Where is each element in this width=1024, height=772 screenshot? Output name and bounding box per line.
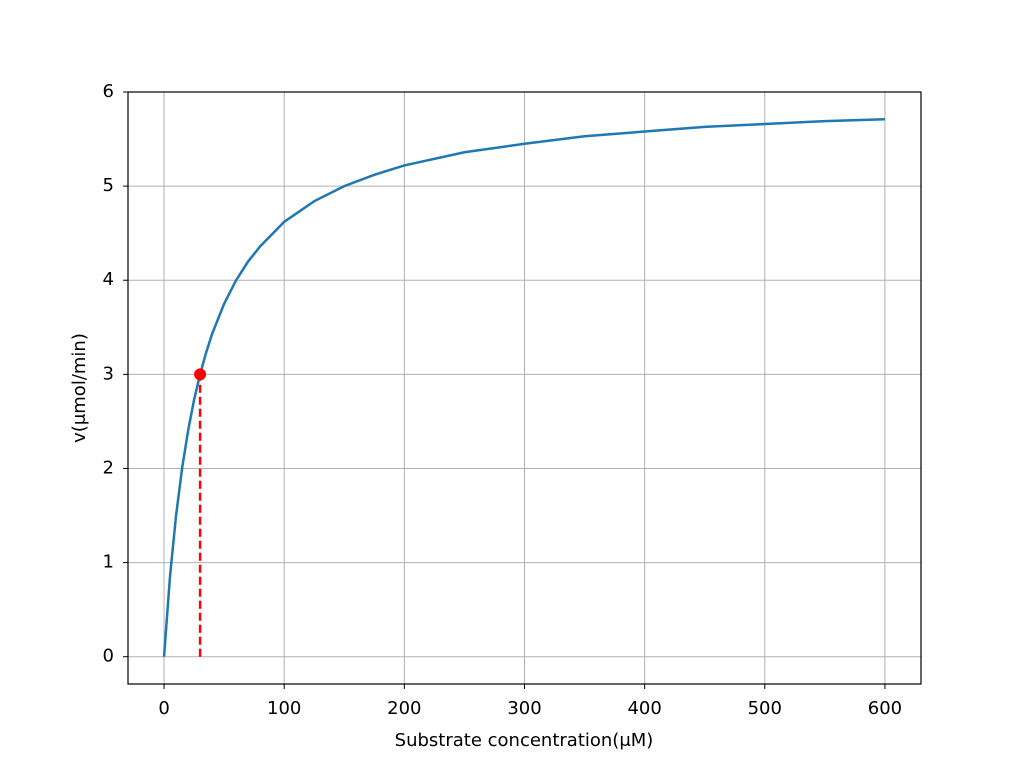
y-tick-label: 5: [103, 175, 114, 196]
x-tick-label: 500: [748, 698, 782, 719]
x-tick-label: 0: [158, 698, 169, 719]
y-tick-label: 1: [103, 552, 114, 573]
x-tick-label: 200: [387, 698, 421, 719]
y-axis-label: v(μmol/min): [69, 333, 90, 443]
y-tick-label: 0: [103, 646, 114, 667]
x-tick-label: 300: [507, 698, 541, 719]
y-tick-label: 6: [103, 81, 114, 102]
y-tick-label: 3: [103, 363, 114, 384]
curve: [162, 118, 885, 657]
x-tick-label: 100: [267, 698, 301, 719]
highlight-point: [194, 368, 207, 381]
y-tick-label: 4: [103, 269, 114, 290]
plot-frame: [127, 91, 922, 685]
x-axis-label: Substrate concentration(μM): [395, 730, 654, 751]
x-tick-label: 400: [627, 698, 661, 719]
x-tick-label: 600: [868, 698, 902, 719]
y-tick-label: 2: [103, 457, 114, 478]
